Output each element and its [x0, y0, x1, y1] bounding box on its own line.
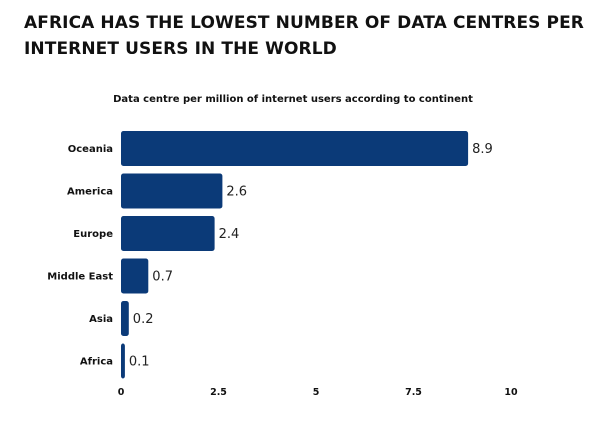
value-label-middle-east: 0.7: [152, 270, 173, 285]
x-tick-label: 0: [118, 387, 125, 398]
category-label-oceania: Oceania: [68, 144, 113, 155]
bar-africa: [121, 343, 125, 379]
x-tick-label: 2.5: [210, 387, 227, 398]
value-label-oceania: 8.9: [472, 142, 493, 157]
value-label-america: 2.6: [226, 185, 247, 200]
value-label-asia: 0.2: [133, 312, 154, 327]
x-tick-label: 10: [504, 387, 518, 398]
category-label-middle-east: Middle East: [47, 272, 113, 283]
value-labels: 8.9 2.6 2.4 0.7 0.2 0.1: [129, 142, 493, 370]
bar-europe: [121, 216, 215, 251]
bars-layer: [121, 131, 469, 379]
category-label-europe: Europe: [73, 229, 113, 240]
value-label-europe: 2.4: [219, 227, 240, 242]
chart-subtitle: Data centre per million of internet user…: [113, 94, 473, 105]
category-label-asia: Asia: [89, 314, 113, 325]
category-labels: Oceania America Europe Middle East Asia Afric…: [47, 144, 113, 368]
x-axis-ticks: 0 2.5 5 7.5 10: [118, 387, 518, 398]
bar-america: [121, 173, 223, 209]
category-label-africa: Africa: [80, 357, 113, 368]
bar-oceania: [121, 131, 469, 166]
bar-middle-east: [121, 258, 149, 294]
headline: AFRICA HAS THE LOWEST NUMBER OF DATA CEN…: [24, 13, 584, 59]
x-tick-label: 5: [313, 387, 320, 398]
value-label-africa: 0.1: [129, 355, 150, 370]
category-label-america: America: [67, 187, 113, 198]
bar-asia: [121, 301, 129, 336]
x-tick-label: 7.5: [405, 387, 422, 398]
